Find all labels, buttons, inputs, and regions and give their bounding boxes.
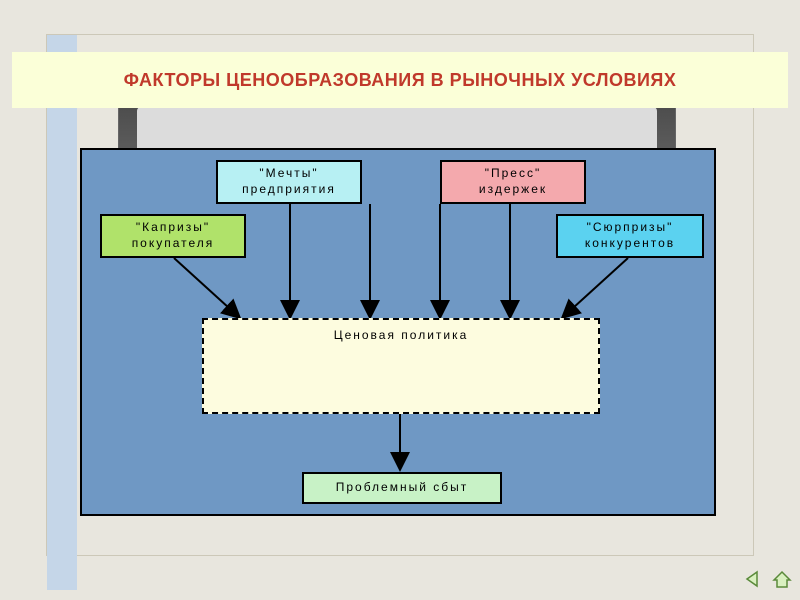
page-title: ФАКТОРЫ ЦЕНООБРАЗОВАНИЯ В РЫНОЧНЫХ УСЛОВ… <box>124 70 677 91</box>
box-surprise-line2: конкурентов <box>585 236 675 252</box>
box-dreams-line1: "Мечты" <box>259 166 318 182</box>
box-problem: Проблемный сбыт <box>302 472 502 504</box>
box-press: "Пресс"издержек <box>440 160 586 204</box>
box-press-line1: "Пресс" <box>485 166 542 182</box>
diagram-container: "Мечты"предприятия "Пресс"издержек "Каприз… <box>80 148 716 516</box>
policy-dashed-box: Ценовая политика <box>202 318 600 414</box>
box-caprice: "Капризы"покупателя <box>100 214 246 258</box>
box-surprise-line1: "Сюрпризы" <box>587 220 674 236</box>
left-accent-bar <box>47 35 77 590</box>
nav-back-button[interactable] <box>742 568 766 590</box>
title-band: ФАКТОРЫ ЦЕНООБРАЗОВАНИЯ В РЫНОЧНЫХ УСЛОВ… <box>12 52 788 108</box>
policy-label: Ценовая политика <box>204 328 598 342</box>
box-press-line2: издержек <box>479 182 547 198</box>
box-caprice-line1: "Капризы" <box>136 220 210 236</box>
box-dreams-line2: предприятия <box>242 182 336 198</box>
box-caprice-line2: покупателя <box>132 236 215 252</box>
box-dreams: "Мечты"предприятия <box>216 160 362 204</box>
box-problem-line1: Проблемный сбыт <box>336 480 469 496</box>
nav-home-button[interactable] <box>770 568 794 590</box>
box-surprise: "Сюрпризы"конкурентов <box>556 214 704 258</box>
